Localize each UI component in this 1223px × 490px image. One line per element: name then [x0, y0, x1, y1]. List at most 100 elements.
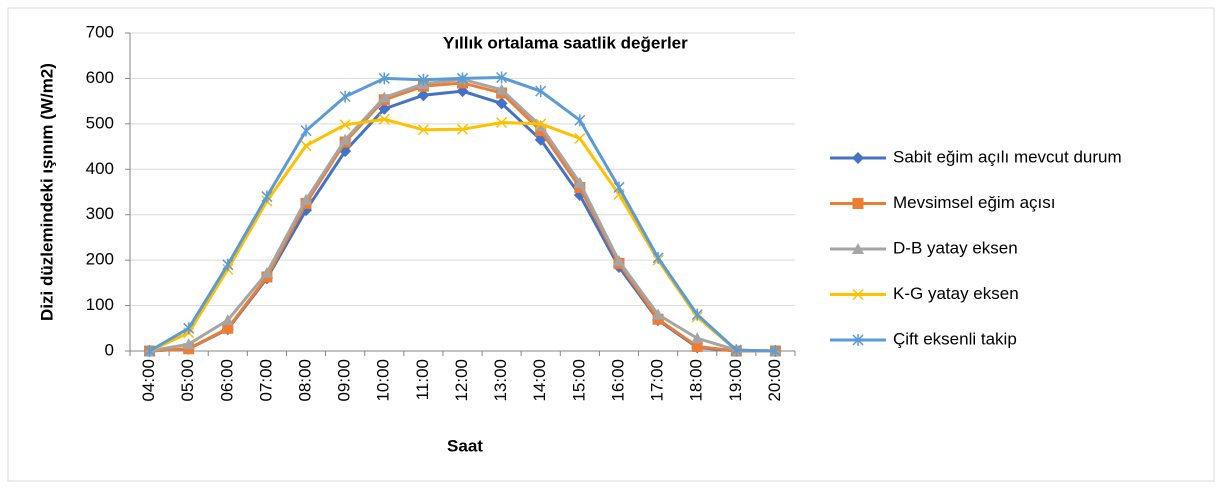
marker-shape: [496, 116, 508, 129]
marker-shape: [573, 176, 586, 188]
marker-shape: [574, 132, 586, 144]
y-tick-label: 300: [86, 204, 114, 223]
marker: [535, 85, 547, 98]
marker-shape: [378, 102, 391, 115]
marker-shape: [339, 119, 351, 131]
x-tick-label: 14:00: [530, 359, 549, 402]
marker: [183, 322, 195, 335]
marker-shape: [182, 338, 195, 350]
marker-shape: [574, 114, 586, 127]
marker-shape: [417, 124, 429, 136]
marker: [496, 116, 508, 129]
x-tick-label: 09:00: [335, 359, 354, 402]
marker-shape: [852, 243, 864, 254]
legend-label: Mevsimsel eğim açısı: [893, 193, 1055, 212]
marker: [495, 97, 508, 110]
x-tick-label: 11:00: [413, 359, 432, 400]
marker: [574, 114, 586, 127]
marker-shape: [222, 322, 234, 334]
marker-shape: [300, 124, 312, 137]
marker-shape: [535, 118, 547, 130]
marker-shape: [652, 308, 665, 320]
marker: [456, 123, 469, 135]
marker: [691, 308, 703, 321]
marker: [691, 332, 704, 344]
marker: [378, 91, 391, 103]
marker-shape: [852, 334, 864, 346]
x-tick-label: 17:00: [648, 359, 667, 402]
x-tick-label: 06:00: [217, 359, 236, 402]
marker: [534, 120, 547, 132]
marker: [339, 133, 352, 145]
marker: [378, 102, 391, 115]
y-tick-label: 200: [86, 250, 114, 269]
marker: [691, 340, 703, 352]
marker-shape: [417, 73, 429, 86]
x-tick-label: 05:00: [178, 359, 197, 402]
x-tick-label: 16:00: [608, 359, 627, 402]
marker-shape: [300, 193, 313, 205]
marker-shape: [495, 83, 508, 95]
y-axis-title: Dizi düzlemindeki ışınım (W/m2): [37, 63, 56, 321]
marker: [496, 71, 508, 84]
y-tick-label: 0: [105, 340, 114, 359]
marker: [222, 322, 234, 334]
x-tick-label: 08:00: [296, 359, 315, 402]
marker: [574, 132, 586, 144]
marker-shape: [852, 288, 864, 301]
legend-label: D-B yatay eksen: [893, 238, 1018, 257]
marker-shape: [852, 198, 864, 209]
marker-shape: [261, 190, 273, 203]
marker: [144, 345, 156, 357]
marker: [378, 113, 390, 125]
marker: [573, 176, 586, 188]
y-tick-label: 400: [86, 159, 114, 178]
x-tick-label: 12:00: [452, 359, 471, 402]
x-tick-label: 04:00: [139, 359, 158, 402]
x-tick-label: 13:00: [491, 359, 510, 402]
marker: [852, 288, 864, 301]
marker-shape: [691, 340, 703, 352]
legend-label: K-G yatay eksen: [893, 284, 1019, 303]
marker: [852, 198, 864, 209]
x-axis-title: Saat: [447, 436, 483, 455]
x-tick-label: 20:00: [765, 359, 784, 402]
marker: [417, 73, 429, 86]
marker-shape: [612, 255, 625, 267]
marker-shape: [691, 332, 704, 344]
marker: [222, 258, 234, 271]
marker: [852, 152, 864, 164]
marker: [852, 334, 864, 346]
marker-shape: [222, 258, 234, 271]
y-tick-label: 500: [86, 113, 114, 132]
marker: [495, 83, 508, 95]
x-tick-label: 19:00: [726, 359, 745, 402]
marker: [613, 181, 625, 194]
marker: [300, 193, 313, 205]
legend-label: Çift eksenli takip: [893, 329, 1017, 348]
marker-shape: [852, 152, 864, 164]
marker-shape: [496, 71, 508, 84]
chart-title: Yıllık ortalama saatlik değerler: [443, 33, 688, 52]
marker-shape: [221, 314, 234, 326]
marker-shape: [378, 113, 390, 125]
marker-shape: [183, 322, 195, 335]
marker: [260, 266, 273, 278]
marker: [652, 251, 664, 264]
legend-label: Sabit eğim açılı mevcut durum: [893, 147, 1122, 166]
marker-shape: [613, 181, 625, 194]
marker-shape: [260, 266, 273, 278]
marker: [652, 308, 665, 320]
marker-shape: [534, 120, 547, 132]
marker-shape: [339, 133, 352, 145]
marker-shape: [691, 308, 703, 321]
x-tick-label: 15:00: [569, 359, 588, 402]
marker-shape: [378, 72, 390, 85]
marker: [417, 124, 429, 136]
marker-shape: [495, 97, 508, 110]
marker: [339, 90, 351, 103]
marker: [535, 118, 547, 130]
marker-shape: [417, 89, 430, 102]
marker: [221, 314, 234, 326]
